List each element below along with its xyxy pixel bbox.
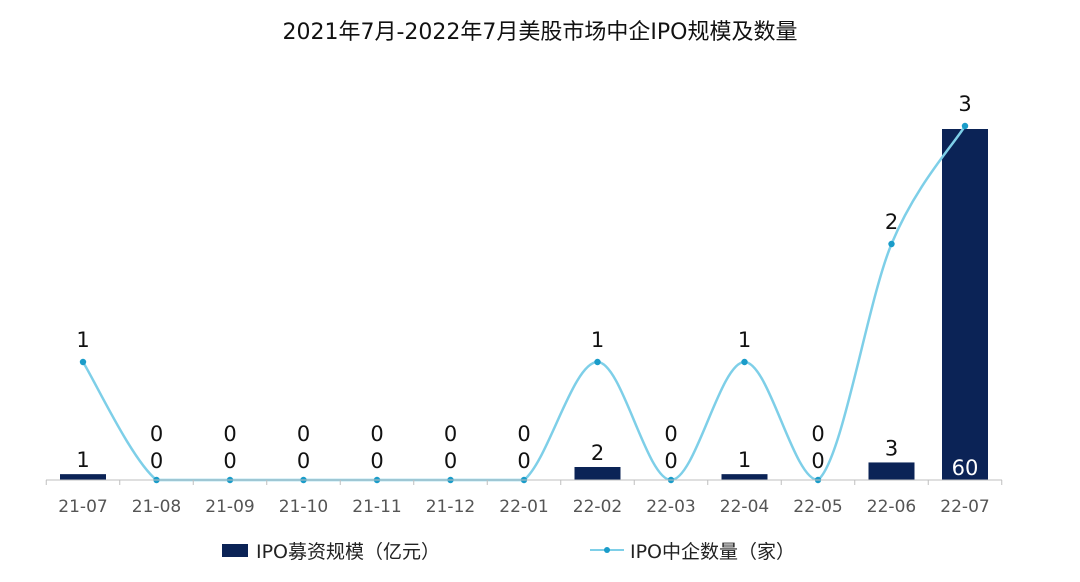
bar-22-07 [942,129,988,480]
x-tick-label: 21-10 [279,497,328,517]
x-tick-label: 21-07 [58,497,107,517]
line-point-22-04 [741,358,748,366]
line-value-label: 1 [76,328,89,352]
bar-value-label: 0 [223,449,236,473]
line-value-label: 1 [591,328,604,352]
bar-value-label: 2 [591,441,604,465]
bar-22-02 [574,467,621,480]
bar-value-label: 1 [738,448,751,472]
x-tick-label: 21-11 [352,497,401,517]
line-value-label: 2 [885,210,898,234]
legend-bar-label: IPO募资规模（亿元） [256,540,441,563]
bars-layer [60,129,988,480]
line-value-label: 0 [517,422,530,446]
line-value-label: 0 [297,422,310,446]
bar-value-label: 0 [150,449,163,473]
line-value-label: 0 [444,422,457,446]
bar-value-label: 0 [664,449,677,473]
bar-22-06 [868,462,915,480]
legend-item-bar: IPO募资规模（亿元） [222,537,440,563]
bar-21-07 [60,474,106,480]
bar-value-label: 0 [370,449,383,473]
line-value-label: 0 [150,422,163,446]
bar-22-04 [721,474,768,480]
bar-value-label: 3 [885,436,898,460]
chart-title: 2021年7月-2022年7月美股市场中企IPO规模及数量 [282,20,798,45]
legend-line-swatch [590,547,624,553]
legend-line-label: IPO中企数量（家） [630,540,796,563]
x-tick-label: 22-05 [793,497,842,517]
bar-value-label: 60 [952,456,979,480]
x-tick-label: 21-08 [132,497,181,517]
bar-value-label: 0 [297,449,310,473]
data-labels-layer: 1 0 0 0 0 0 0 2 0 1 0 3 60 1 0 0 0 0 0 0 1 0 1 0 2 3 [76,92,978,480]
x-tick-label: 21-09 [205,497,254,517]
bar-value-label: 0 [444,449,457,473]
line-value-label: 3 [958,92,971,116]
line-value-label: 0 [370,422,383,446]
line-value-label: 0 [664,422,677,446]
line-point-22-02 [594,358,601,366]
x-tick-label: 22-01 [499,497,548,517]
x-tick-label: 22-06 [867,497,916,517]
x-tick-label: 22-04 [720,497,769,517]
line-point-22-06 [888,240,895,248]
line-point-21-07 [79,358,87,366]
x-tick-label: 22-02 [573,497,622,517]
line-value-label: 1 [738,328,751,352]
line-value-label: 0 [223,422,236,446]
line-point-22-07 [961,122,969,130]
legend-bar-swatch [222,543,248,557]
bar-value-label: 0 [517,449,530,473]
x-tick-label: 21-12 [426,497,475,517]
line-value-label: 0 [811,422,824,446]
x-axis: 21-07 21-08 21-09 21-10 21-11 21-12 22-01 22-02… [45,479,1003,517]
bar-value-label: 1 [76,448,89,472]
bar-value-label: 0 [811,449,824,473]
x-tick-label: 22-03 [646,497,695,517]
x-tick-label: 22-07 [940,497,989,517]
legend-item-line: IPO中企数量（家） [590,537,795,563]
